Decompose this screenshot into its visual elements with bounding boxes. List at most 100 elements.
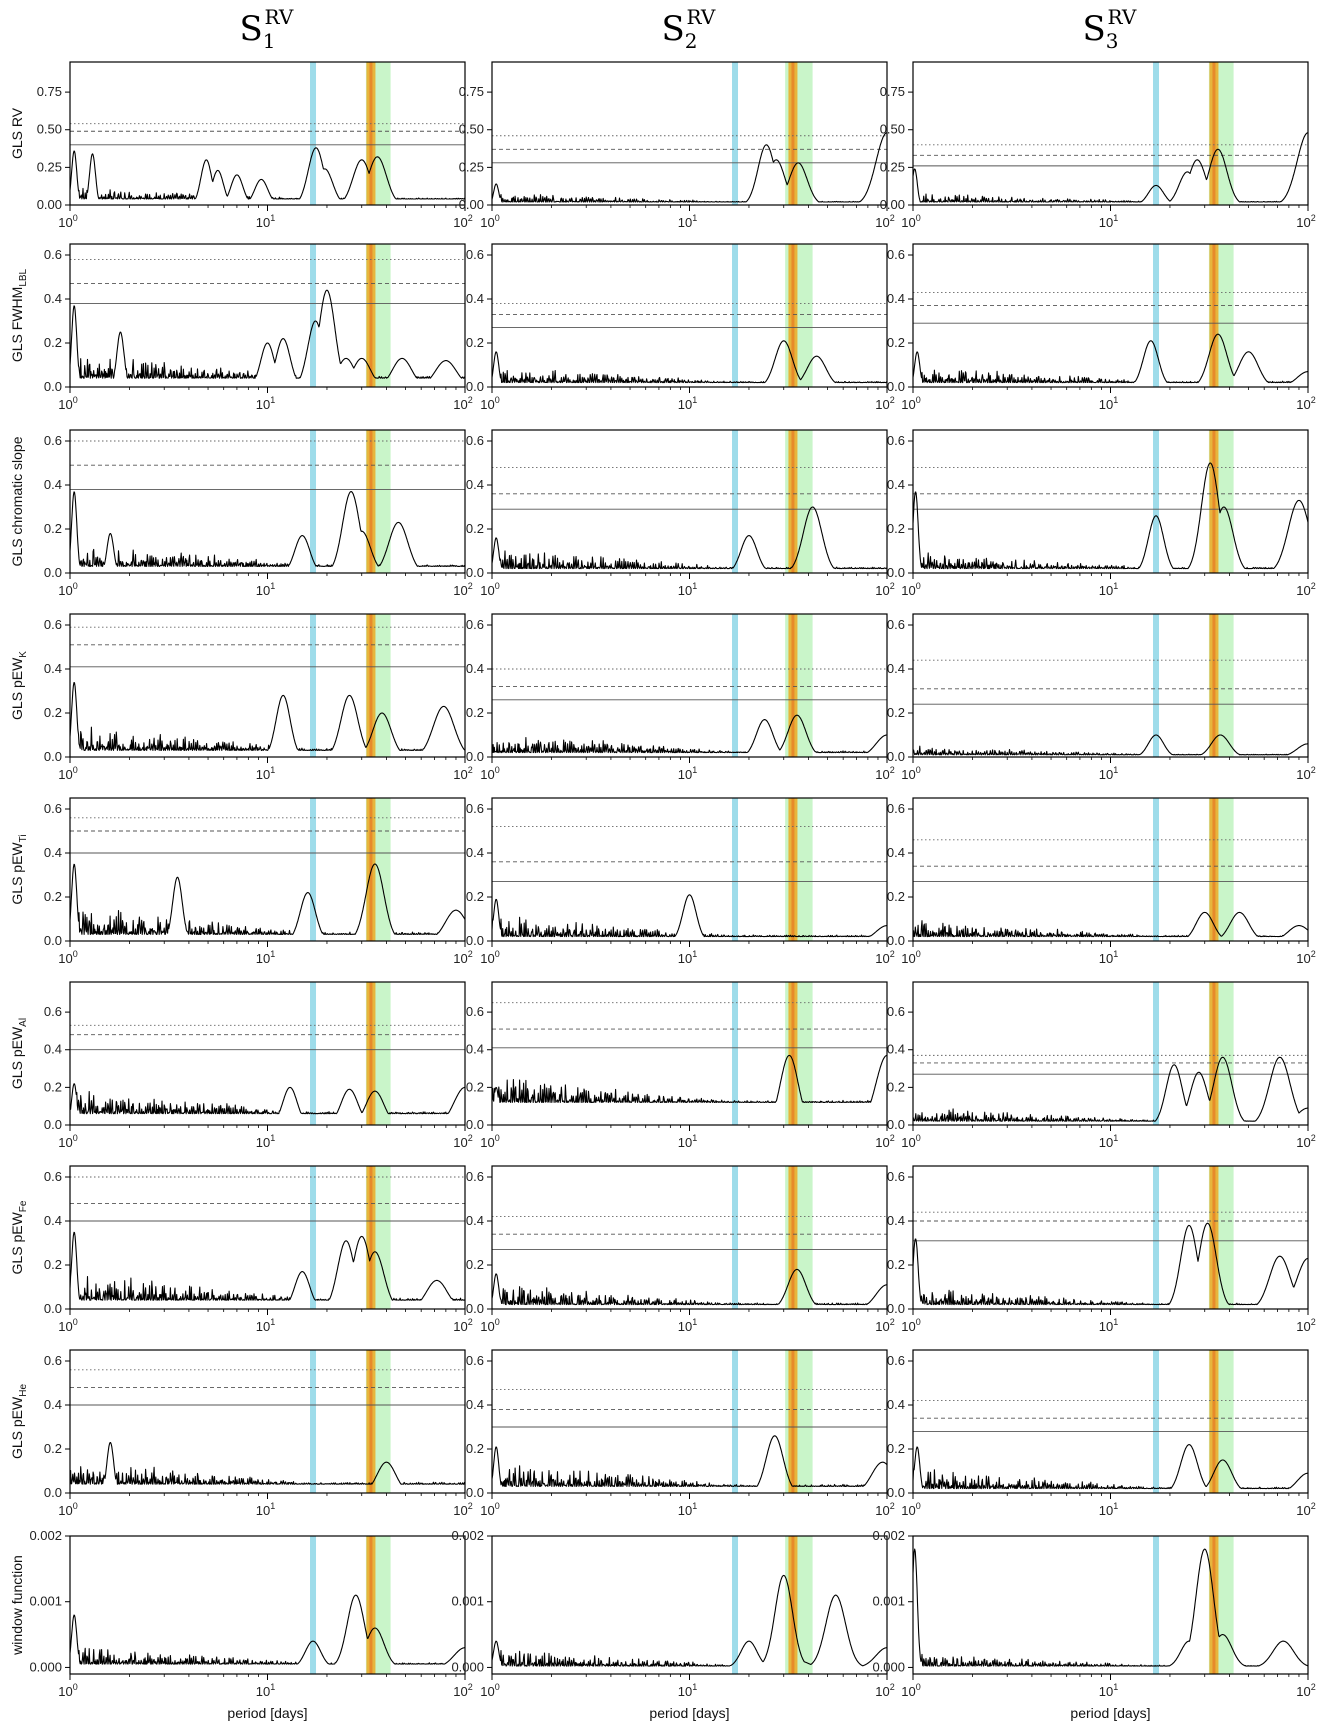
y-axis-label: GLS pEWTi: [9, 834, 29, 904]
periodogram-line: [913, 1056, 1308, 1122]
periodogram-line: [492, 714, 887, 754]
x-tick-base: 10: [256, 951, 270, 966]
rotation-period-line: [369, 244, 373, 387]
x-tick-label: 102: [453, 949, 472, 966]
x-tick-base: 10: [1099, 397, 1113, 412]
y-tick-label: 0.6: [44, 1353, 62, 1368]
x-tick-label: 102: [875, 581, 894, 598]
x-tick-label: 101: [256, 765, 275, 782]
y-axis-label-main: GLS pEW: [9, 1211, 25, 1274]
x-tick-exponent: 1: [270, 1133, 275, 1143]
panel-frame: [912, 1535, 1309, 1675]
y-tick-label: 0.6: [44, 247, 62, 262]
x-tick-exponent: 1: [1113, 1501, 1118, 1511]
y-tick-label: 0.2: [887, 889, 905, 904]
x-tick-base: 10: [480, 1503, 494, 1518]
y-tick-label: 0.6: [466, 433, 484, 448]
periodogram-line: [492, 1054, 887, 1103]
title-superscript: RV: [687, 5, 716, 29]
x-tick-base: 10: [1296, 583, 1310, 598]
x-tick-base: 10: [1296, 767, 1310, 782]
panel-plot-area: [492, 430, 887, 573]
x-tick-exponent: 2: [890, 1682, 895, 1692]
rotation-period-line: [1212, 430, 1216, 573]
y-tick-label: 0.50: [459, 122, 484, 137]
half-period-band: [732, 430, 739, 573]
x-tick-base: 10: [58, 1135, 72, 1150]
panel-plot-area: [492, 1166, 887, 1309]
x-tick-label: 101: [1099, 949, 1118, 966]
panel-frame: [491, 61, 888, 206]
panel-plot-area: [913, 1536, 1308, 1674]
x-tick-exponent: 0: [916, 213, 921, 223]
x-tick-label: 101: [678, 1682, 697, 1699]
x-tick-exponent: 0: [916, 395, 921, 405]
y-tick-label: 0.4: [44, 661, 62, 676]
x-tick-base: 10: [1296, 951, 1310, 966]
y-axis-label-subscript: Fe: [18, 1200, 29, 1212]
x-tick-base: 10: [678, 583, 692, 598]
y-tick-label: 0.00: [459, 197, 484, 212]
x-tick-exponent: 0: [73, 1682, 78, 1692]
y-tick-label: 0.001: [451, 1594, 484, 1609]
y-tick-label: 0.4: [466, 845, 484, 860]
x-tick-exponent: 2: [890, 581, 895, 591]
x-tick-base: 10: [58, 1503, 72, 1518]
x-tick-label: 101: [256, 1317, 275, 1334]
y-axis-label-main: GLS chromatic slope: [9, 436, 25, 566]
rotation-period-line: [369, 1536, 373, 1674]
y-tick-label: 0.0: [44, 379, 62, 394]
x-tick-label: 100: [480, 213, 499, 230]
x-tick-exponent: 1: [270, 1682, 275, 1692]
x-tick-exponent: 0: [73, 213, 78, 223]
periodogram-line: [913, 1444, 1308, 1490]
x-tick-exponent: 2: [468, 213, 473, 223]
y-tick-label: 0.50: [37, 122, 62, 137]
y-tick-label: 0.4: [887, 661, 905, 676]
y-tick-label: 0.0: [887, 749, 905, 764]
y-tick-label: 0.4: [466, 1213, 484, 1228]
rotation-period-line: [1212, 62, 1216, 205]
panel-plot-area: [70, 430, 465, 573]
x-tick-exponent: 2: [1311, 1133, 1316, 1143]
x-tick-label: 100: [480, 1501, 499, 1518]
x-tick-base: 10: [1099, 583, 1113, 598]
rotation-period-line: [791, 982, 795, 1125]
x-tick-label: 101: [1099, 1501, 1118, 1518]
x-tick-label: 102: [1296, 213, 1315, 230]
y-tick-label: 0.6: [887, 617, 905, 632]
y-axis-label-subscript: He: [18, 1384, 29, 1397]
half-period-band: [732, 1166, 739, 1309]
x-tick-exponent: 2: [468, 1682, 473, 1692]
panel-plot-area: [70, 982, 465, 1125]
panel-frame: [491, 1349, 888, 1494]
title-superscript: RV: [1108, 5, 1137, 29]
x-tick-label: 100: [58, 1501, 77, 1518]
panel-plot-area: [70, 244, 465, 387]
x-tick-exponent: 0: [495, 1317, 500, 1327]
x-tick-label: 101: [678, 1133, 697, 1150]
x-tick-exponent: 1: [1113, 395, 1118, 405]
x-tick-label: 101: [1099, 395, 1118, 412]
half-period-band: [732, 798, 739, 941]
x-tick-base: 10: [875, 583, 889, 598]
half-period-band: [310, 1166, 317, 1309]
x-tick-exponent: 2: [468, 1317, 473, 1327]
x-tick-base: 10: [678, 1135, 692, 1150]
x-tick-label: 102: [1296, 765, 1315, 782]
x-tick-label: 102: [875, 1317, 894, 1334]
x-tick-base: 10: [480, 767, 494, 782]
x-tick-label: 100: [901, 1501, 920, 1518]
x-tick-exponent: 2: [1311, 1317, 1316, 1327]
x-tick-exponent: 0: [73, 1133, 78, 1143]
panel-frame: [912, 797, 1309, 942]
y-tick-label: 0.25: [880, 159, 905, 174]
y-tick-label: 0.50: [880, 122, 905, 137]
panel-plot-area: [492, 614, 887, 757]
y-tick-label: 0.4: [44, 1213, 62, 1228]
x-tick-base: 10: [1296, 1684, 1310, 1699]
